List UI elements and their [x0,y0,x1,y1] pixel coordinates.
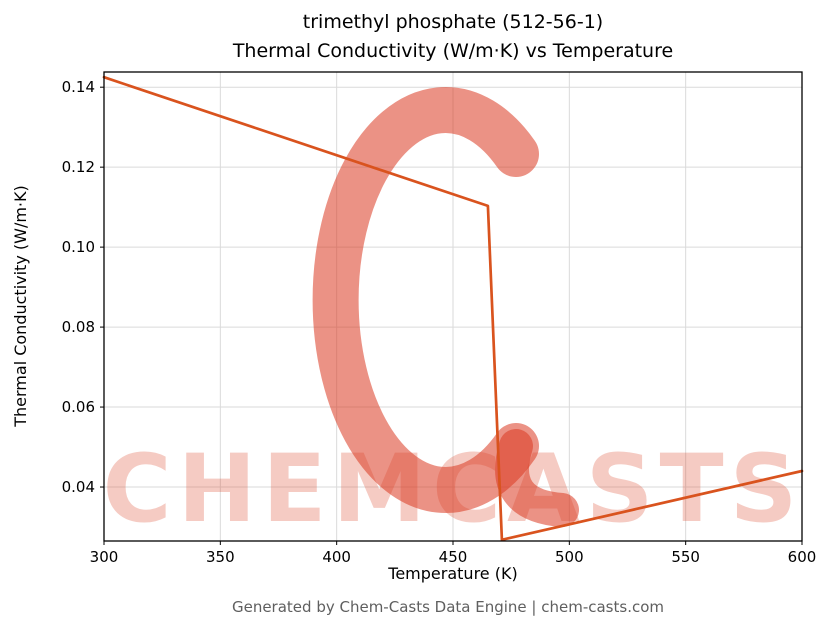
chart-subtitle: Thermal Conductivity (W/m·K) vs Temperat… [232,40,674,62]
svg-text:350: 350 [206,548,235,566]
chemcasts-watermark: CHEMCASTS [103,87,804,544]
svg-text:0.14: 0.14 [62,78,95,96]
svg-text:0.06: 0.06 [62,398,95,416]
chemcasts-logo-tail-icon [495,429,579,527]
chart-title-block: trimethyl phosphate (512-56-1) Thermal C… [70,8,836,66]
chart-title: trimethyl phosphate (512-56-1) [302,11,604,33]
svg-text:0.04: 0.04 [62,478,95,496]
svg-text:0.08: 0.08 [62,318,95,336]
data-series-layer [102,75,804,542]
svg-text:600: 600 [788,548,817,566]
svg-text:550: 550 [671,548,700,566]
svg-text:400: 400 [322,548,351,566]
footer-credit: Generated by Chem-Casts Data Engine | ch… [231,598,665,616]
svg-text:300: 300 [90,548,119,566]
svg-text:450: 450 [439,548,468,566]
x-axis-label: Temperature (K) [387,564,517,583]
axes-layer: 300 350 400 450 500 550 600 0.04 0.06 0.08 0.10 0.1… [62,71,817,566]
watermark-text: CHEMCASTS [103,435,804,544]
chemcasts-logo-icon [312,87,539,513]
svg-text:0.10: 0.10 [62,238,95,256]
svg-text:500: 500 [555,548,584,566]
y-axis-label: Thermal Conductivity (W/m·K) [11,185,30,428]
svg-text:0.12: 0.12 [62,158,95,176]
